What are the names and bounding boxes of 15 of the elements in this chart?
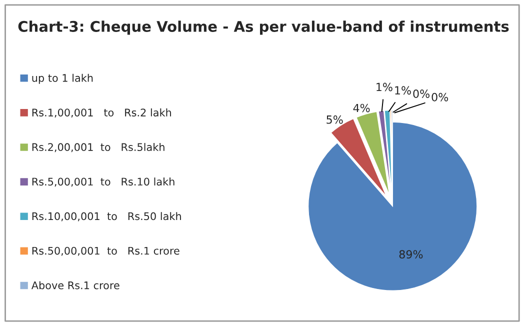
legend-label: up to 1 lakh <box>32 74 93 84</box>
data-label: 89% <box>399 250 423 259</box>
data-label: 4% <box>353 104 370 112</box>
legend-label: Rs.5,00,001 to Rs.10 lakh <box>32 178 174 187</box>
data-label: 0% <box>413 90 430 98</box>
legend-label: Rs.10,00,001 to Rs.50 lakh <box>32 212 181 222</box>
data-label: 0% <box>432 92 448 102</box>
data-label: 1% <box>395 86 411 95</box>
data-label: 1% <box>376 82 392 92</box>
legend-label: Rs.1,00,001 to Rs.2 lakh <box>32 108 171 118</box>
data-label: 5% <box>326 115 343 124</box>
chart-title: Chart-3: Cheque Volume - As per value-band of instruments <box>18 20 509 35</box>
legend-label: Rs.50,00,001 to Rs.1 crore <box>32 246 180 256</box>
legend-label: Rs.2,00,001 to Rs.5lakh <box>32 142 164 152</box>
legend-label: Above Rs.1 crore <box>31 281 120 290</box>
